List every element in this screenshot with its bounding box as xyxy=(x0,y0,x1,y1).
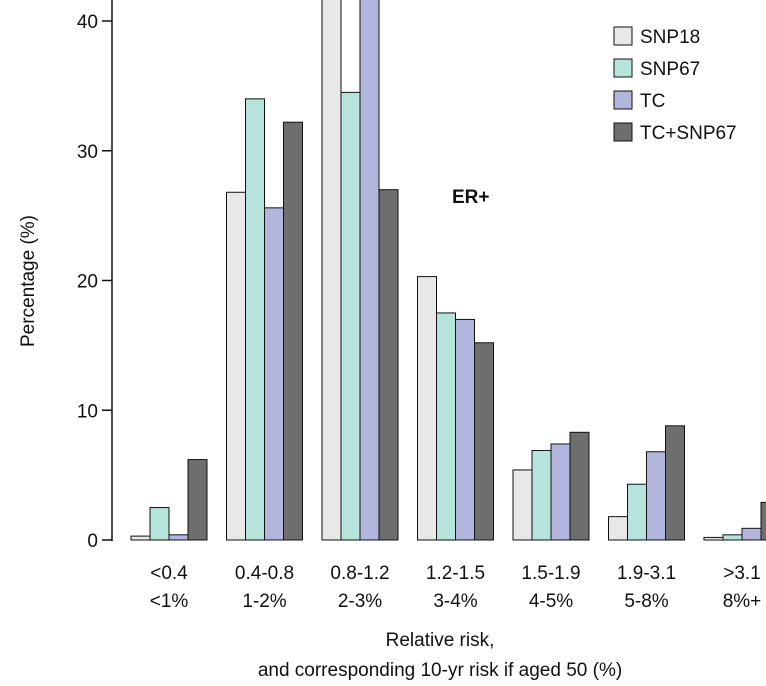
bar-snp18-2 xyxy=(321,0,342,541)
bar-snp18-6 xyxy=(703,536,724,541)
y-tick-label: 40 xyxy=(77,12,98,33)
bar-tc-0 xyxy=(168,534,189,541)
y-ticks-group: 0 10 20 30 40 xyxy=(77,12,112,552)
bar-tc-snp67-2 xyxy=(378,189,399,541)
y-axis-title: Percentage (%) xyxy=(18,215,39,347)
bar-tc-snp67-5 xyxy=(665,425,685,541)
y-tick-label: 0 xyxy=(87,531,98,552)
x-category-risk-label: 4-5% xyxy=(529,591,573,612)
legend-swatch-snp18 xyxy=(613,26,633,46)
bar-snp67-1 xyxy=(245,98,265,541)
x-category-risk-label: 8%+ xyxy=(723,591,762,612)
bar-tc-snp67-4 xyxy=(569,431,590,541)
bar-tc-snp67-0 xyxy=(187,459,208,541)
legend-label: SNP18 xyxy=(640,27,700,48)
bar-snp18-3 xyxy=(417,276,437,541)
x-category-rr-label: >3.1 xyxy=(723,563,761,584)
x-category-labels: <0.4 <1% 0.4-0.8 1-2% 0.8-1.2 2-3% 1.2-1.5 3-4%… xyxy=(150,563,762,612)
x-category-rr-label: <0.4 xyxy=(150,563,188,584)
y-tick-label: 10 xyxy=(77,401,98,422)
x-category-risk-label: 5-8% xyxy=(624,591,668,612)
legend-label: TC xyxy=(640,91,665,112)
bar-tc-snp67-3 xyxy=(474,342,494,541)
x-category-risk-label: 1-2% xyxy=(242,591,286,612)
bar-tc-5 xyxy=(646,451,666,541)
bar-tc-snp67-6 xyxy=(760,501,766,541)
legend: SNP18 SNP67 TC TC+SNP67 xyxy=(613,26,737,144)
bar-tc-3 xyxy=(455,318,475,541)
bar-tc-6 xyxy=(741,527,762,541)
legend-label: TC+SNP67 xyxy=(640,123,737,144)
bar-snp67-5 xyxy=(627,483,647,541)
bar-snp67-6 xyxy=(722,534,743,541)
y-tick-label: 30 xyxy=(77,142,98,163)
legend-swatch-snp67 xyxy=(613,58,633,78)
x-category-rr-label: 0.4-0.8 xyxy=(235,563,294,584)
y-tick-label: 20 xyxy=(77,272,98,293)
x-category-rr-label: 0.8-1.2 xyxy=(330,563,389,584)
legend-label: SNP67 xyxy=(640,59,700,80)
bar-snp67-2 xyxy=(340,91,361,541)
x-axis-title-line-1: Relative risk, xyxy=(386,630,495,651)
bar-snp67-4 xyxy=(531,449,552,541)
legend-swatch-tc-snp67 xyxy=(613,122,633,142)
legend-swatch-tc xyxy=(613,90,633,110)
bar-snp67-3 xyxy=(436,312,456,541)
bar-tc-snp67-1 xyxy=(283,121,303,541)
annotation-er-positive: ER+ xyxy=(452,187,490,208)
x-category-risk-label: 3-4% xyxy=(433,591,477,612)
bars-group xyxy=(130,0,766,541)
bar-snp18-1 xyxy=(226,191,246,541)
bar-tc-2 xyxy=(359,0,380,541)
bar-tc-1 xyxy=(264,207,284,541)
x-category-risk-label: <1% xyxy=(150,591,189,612)
x-category-rr-label: 1.2-1.5 xyxy=(426,563,485,584)
bar-snp18-5 xyxy=(608,516,628,541)
x-axis-title-line-2: and corresponding 10-yr risk if aged 50 … xyxy=(258,660,622,681)
bar-tc-4 xyxy=(550,443,571,541)
bar-snp18-0 xyxy=(130,535,151,541)
x-category-rr-label: 1.5-1.9 xyxy=(521,563,580,584)
x-category-risk-label: 2-3% xyxy=(338,591,382,612)
x-category-rr-label: 1.9-3.1 xyxy=(617,563,676,584)
bar-snp67-0 xyxy=(149,507,170,541)
bar-snp18-4 xyxy=(512,469,533,541)
